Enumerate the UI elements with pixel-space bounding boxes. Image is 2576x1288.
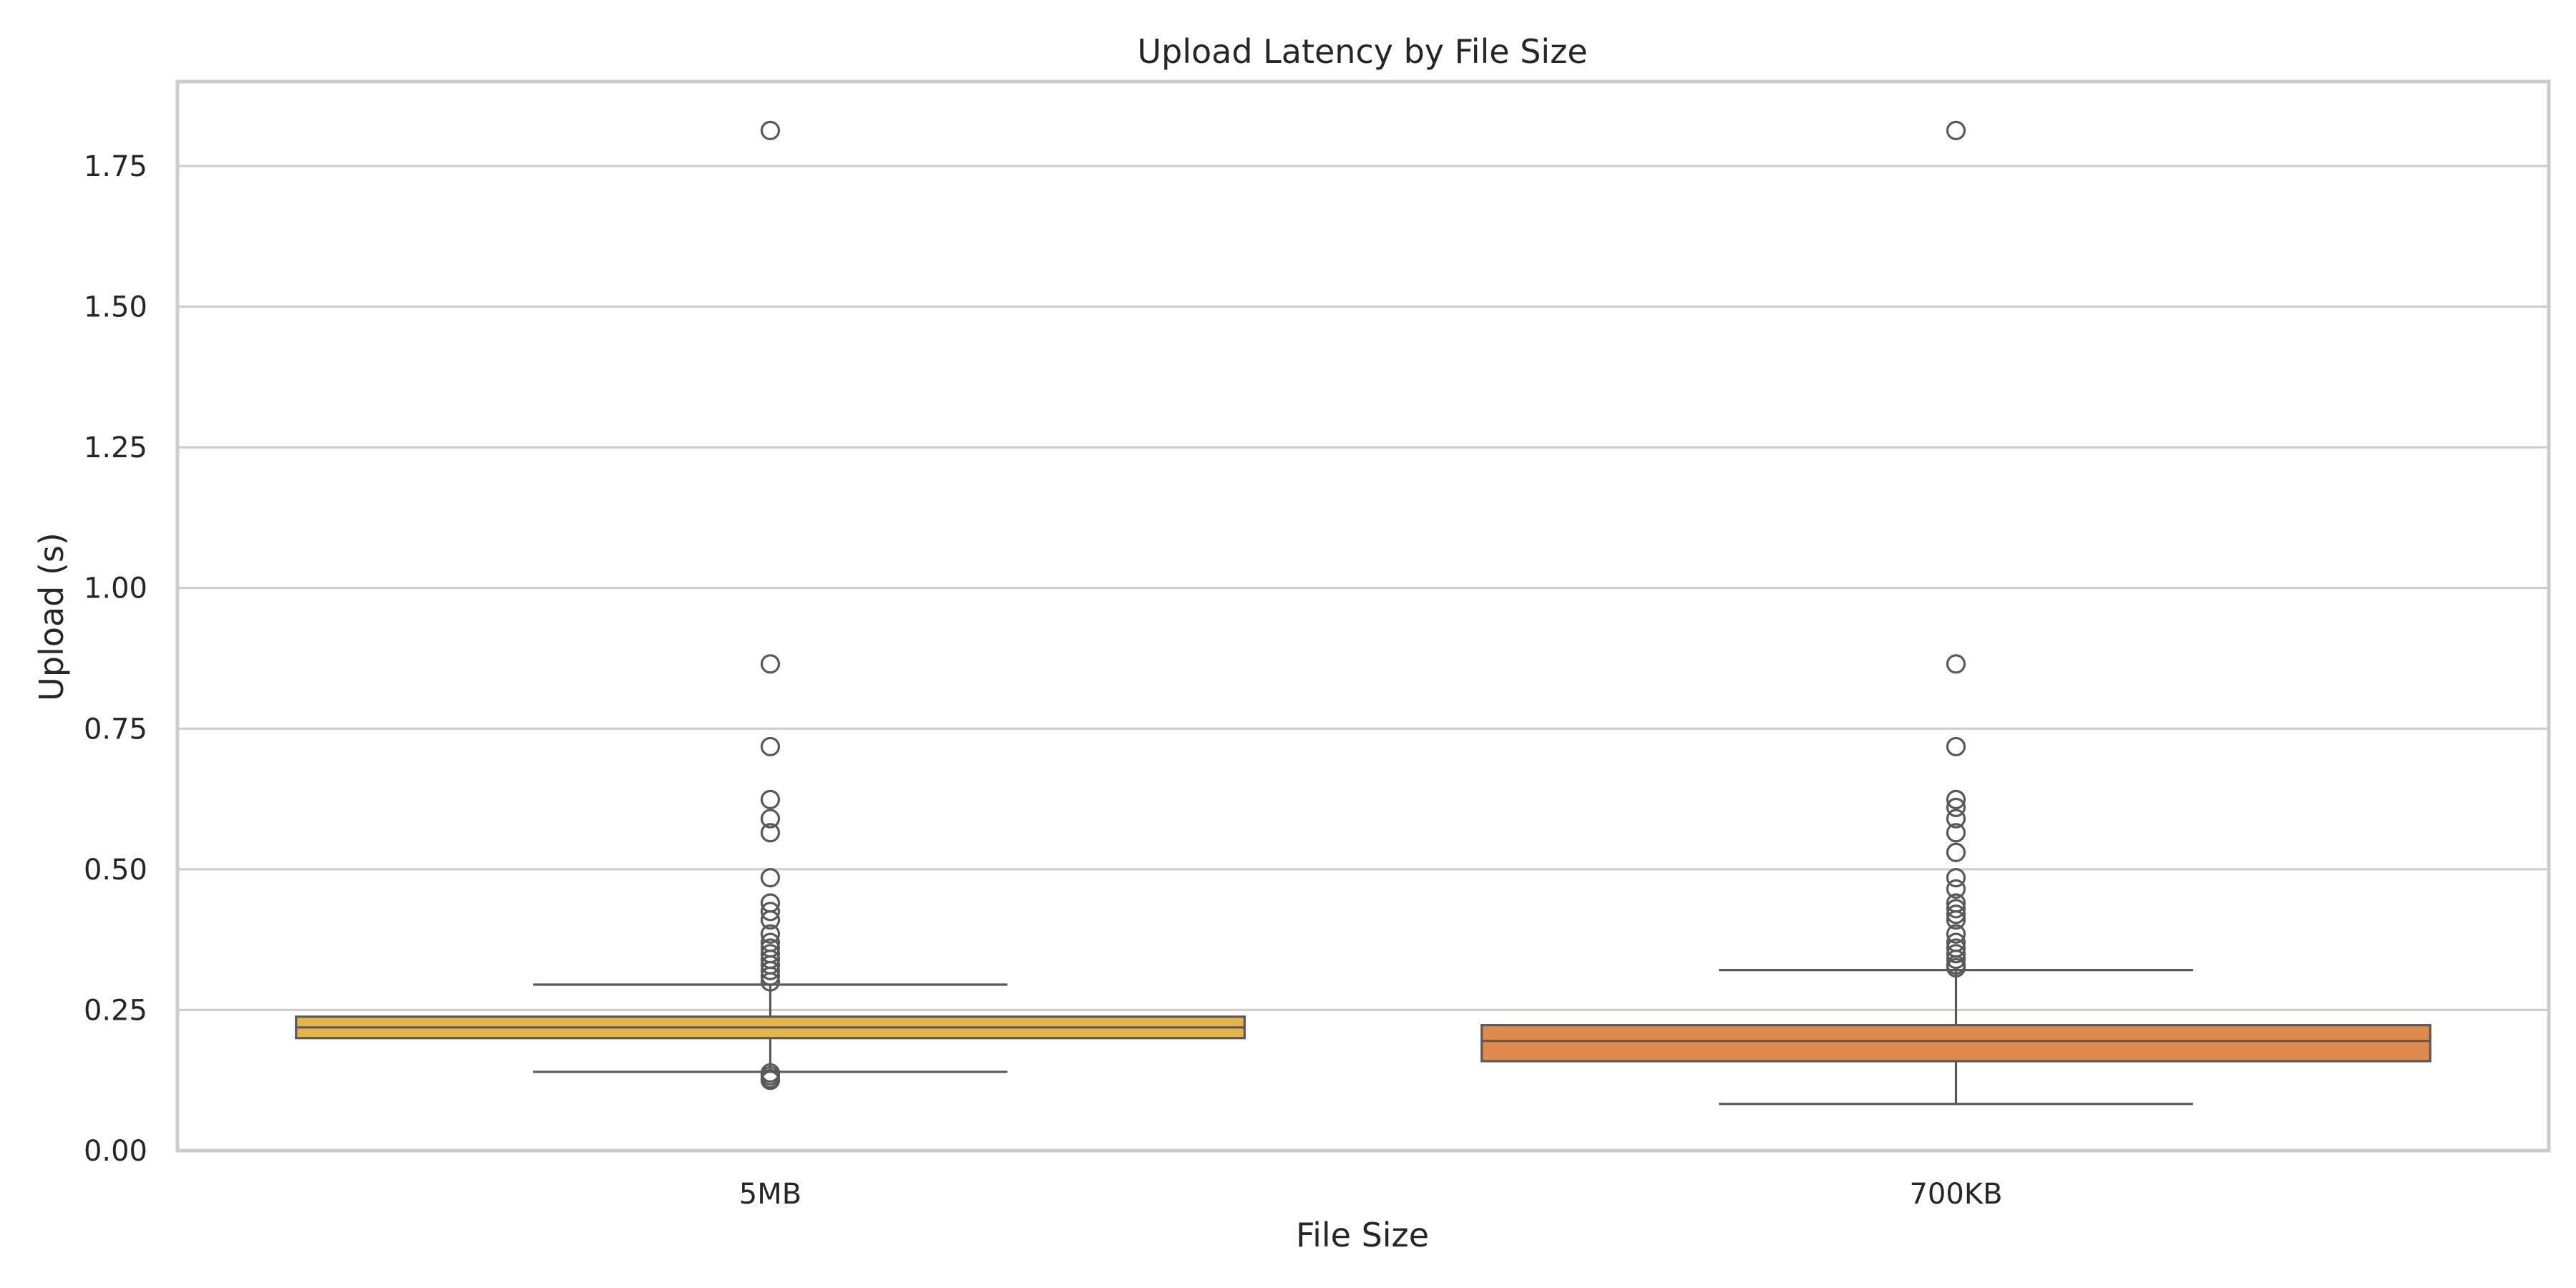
outlier-point xyxy=(1946,120,1966,141)
outlier-point xyxy=(1946,789,1966,809)
outlier-point xyxy=(1946,842,1966,862)
box-700kb xyxy=(1480,120,2431,1106)
outlier-point xyxy=(760,789,781,809)
outlier-point xyxy=(1946,910,1966,930)
outlier-point xyxy=(760,910,781,930)
outlier-point xyxy=(760,823,781,843)
grid-layer xyxy=(177,165,2549,1152)
tick-layer: 0.00 0.25 0.50 0.75 1.00 1.25 1.50 1.75 5MB 700KB xyxy=(84,150,2003,1211)
x-axis-label: File Size xyxy=(1296,1216,1429,1254)
outlier-point xyxy=(760,972,781,992)
outlier-point xyxy=(760,809,781,829)
outlier-point xyxy=(1946,944,1966,964)
outlier-point xyxy=(1946,950,1966,970)
y-tick-label: 0.50 xyxy=(84,854,147,887)
outlier-point xyxy=(1946,809,1966,829)
outlier-point xyxy=(1946,797,1966,817)
box-layer xyxy=(295,120,2431,1106)
y-axis-label: Upload (s) xyxy=(32,532,71,701)
box-5mb xyxy=(295,120,1246,1091)
outlier-point xyxy=(760,736,781,757)
outlier-point xyxy=(1946,879,1966,899)
y-tick-label: 1.75 xyxy=(84,150,147,183)
outlier-point xyxy=(1946,823,1966,843)
outlier-point xyxy=(1946,924,1966,944)
y-tick-label: 0.25 xyxy=(84,994,147,1027)
outlier-point xyxy=(760,868,781,888)
outlier-point xyxy=(1946,736,1966,757)
outlier-point xyxy=(1946,957,1966,978)
outlier-point xyxy=(1946,654,1966,674)
outlier-point xyxy=(760,924,781,944)
x-tick-label: 700KB xyxy=(1909,1178,2002,1211)
y-tick-label: 0.00 xyxy=(84,1135,147,1168)
outlier-point xyxy=(760,966,781,986)
chart-title: Upload Latency by File Size xyxy=(1137,32,1587,71)
outlier-point xyxy=(760,654,781,674)
outlier-point xyxy=(760,902,781,922)
x-tick-label: 5MB xyxy=(739,1178,801,1211)
y-tick-label: 0.75 xyxy=(84,713,147,746)
plot-frame xyxy=(175,79,2551,1153)
outlier-point xyxy=(1946,904,1966,924)
iqr-box xyxy=(1480,1024,2431,1063)
y-tick-label: 1.00 xyxy=(84,572,147,605)
outlier-point xyxy=(1946,899,1966,919)
outlier-point xyxy=(760,120,781,141)
outlier-point xyxy=(760,960,781,980)
y-tick-label: 1.50 xyxy=(84,291,147,324)
y-tick-label: 1.25 xyxy=(84,431,147,464)
outlier-point xyxy=(1946,868,1966,888)
outlier-point xyxy=(760,1070,781,1091)
